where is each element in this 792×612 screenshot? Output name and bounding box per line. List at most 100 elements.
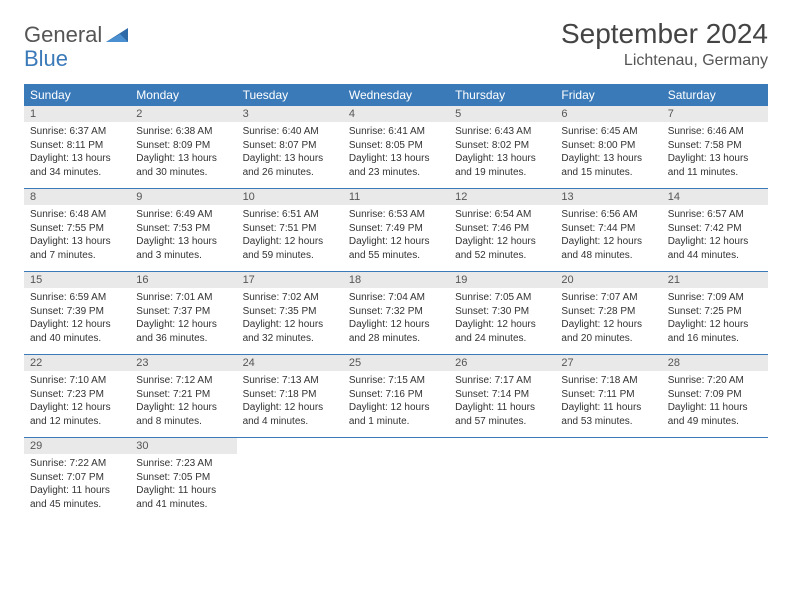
sunrise: Sunrise: 6:40 AM: [243, 125, 337, 139]
daylight: Daylight: 12 hours and 59 minutes.: [243, 235, 337, 262]
sunrise: Sunrise: 6:53 AM: [349, 208, 443, 222]
sunset: Sunset: 7:30 PM: [455, 305, 549, 319]
day-header-thursday: Thursday: [449, 84, 555, 106]
day-cell: 10Sunrise: 6:51 AMSunset: 7:51 PMDayligh…: [237, 189, 343, 271]
daylight: Daylight: 12 hours and 48 minutes.: [561, 235, 655, 262]
day-cell: 26Sunrise: 7:17 AMSunset: 7:14 PMDayligh…: [449, 355, 555, 437]
day-cell: 23Sunrise: 7:12 AMSunset: 7:21 PMDayligh…: [130, 355, 236, 437]
sunrise: Sunrise: 7:23 AM: [136, 457, 230, 471]
sunset: Sunset: 7:44 PM: [561, 222, 655, 236]
day-number: 22: [24, 355, 130, 371]
sunset: Sunset: 8:02 PM: [455, 139, 549, 153]
day-info: Sunrise: 6:46 AMSunset: 7:58 PMDaylight:…: [662, 122, 768, 185]
daylight: Daylight: 13 hours and 7 minutes.: [30, 235, 124, 262]
sunset: Sunset: 7:23 PM: [30, 388, 124, 402]
week-row: 29Sunrise: 7:22 AMSunset: 7:07 PMDayligh…: [24, 438, 768, 520]
day-cell: 8Sunrise: 6:48 AMSunset: 7:55 PMDaylight…: [24, 189, 130, 271]
day-number: 19: [449, 272, 555, 288]
sunset: Sunset: 8:07 PM: [243, 139, 337, 153]
daylight: Daylight: 13 hours and 30 minutes.: [136, 152, 230, 179]
sunrise: Sunrise: 6:41 AM: [349, 125, 443, 139]
day-info: Sunrise: 6:37 AMSunset: 8:11 PMDaylight:…: [24, 122, 130, 185]
day-number: 4: [343, 106, 449, 122]
sunrise: Sunrise: 6:37 AM: [30, 125, 124, 139]
day-number: 21: [662, 272, 768, 288]
day-number: 23: [130, 355, 236, 371]
weeks: 1Sunrise: 6:37 AMSunset: 8:11 PMDaylight…: [24, 106, 768, 520]
daylight: Daylight: 12 hours and 36 minutes.: [136, 318, 230, 345]
sunset: Sunset: 8:05 PM: [349, 139, 443, 153]
sunset: Sunset: 7:49 PM: [349, 222, 443, 236]
day-info: Sunrise: 7:04 AMSunset: 7:32 PMDaylight:…: [343, 288, 449, 351]
sunrise: Sunrise: 6:59 AM: [30, 291, 124, 305]
day-info: Sunrise: 7:23 AMSunset: 7:05 PMDaylight:…: [130, 454, 236, 517]
sunset: Sunset: 7:25 PM: [668, 305, 762, 319]
sunrise: Sunrise: 6:46 AM: [668, 125, 762, 139]
day-info: Sunrise: 6:49 AMSunset: 7:53 PMDaylight:…: [130, 205, 236, 268]
sunset: Sunset: 7:11 PM: [561, 388, 655, 402]
sunrise: Sunrise: 7:17 AM: [455, 374, 549, 388]
sunset: Sunset: 7:32 PM: [349, 305, 443, 319]
day-number: 1: [24, 106, 130, 122]
day-cell: 24Sunrise: 7:13 AMSunset: 7:18 PMDayligh…: [237, 355, 343, 437]
daylight: Daylight: 12 hours and 16 minutes.: [668, 318, 762, 345]
daylight: Daylight: 11 hours and 57 minutes.: [455, 401, 549, 428]
sunrise: Sunrise: 7:12 AM: [136, 374, 230, 388]
day-cell: 17Sunrise: 7:02 AMSunset: 7:35 PMDayligh…: [237, 272, 343, 354]
day-cell: 15Sunrise: 6:59 AMSunset: 7:39 PMDayligh…: [24, 272, 130, 354]
day-header-row: SundayMondayTuesdayWednesdayThursdayFrid…: [24, 84, 768, 106]
sunset: Sunset: 7:58 PM: [668, 139, 762, 153]
daylight: Daylight: 12 hours and 32 minutes.: [243, 318, 337, 345]
day-info: Sunrise: 6:43 AMSunset: 8:02 PMDaylight:…: [449, 122, 555, 185]
day-info: Sunrise: 6:57 AMSunset: 7:42 PMDaylight:…: [662, 205, 768, 268]
day-info: Sunrise: 6:53 AMSunset: 7:49 PMDaylight:…: [343, 205, 449, 268]
day-cell: 13Sunrise: 6:56 AMSunset: 7:44 PMDayligh…: [555, 189, 661, 271]
daylight: Daylight: 12 hours and 8 minutes.: [136, 401, 230, 428]
day-cell: 16Sunrise: 7:01 AMSunset: 7:37 PMDayligh…: [130, 272, 236, 354]
day-number: 14: [662, 189, 768, 205]
day-cell: 18Sunrise: 7:04 AMSunset: 7:32 PMDayligh…: [343, 272, 449, 354]
sunset: Sunset: 7:55 PM: [30, 222, 124, 236]
title-block: September 2024 Lichtenau, Germany: [561, 18, 768, 70]
daylight: Daylight: 11 hours and 41 minutes.: [136, 484, 230, 511]
sunrise: Sunrise: 7:04 AM: [349, 291, 443, 305]
sunrise: Sunrise: 7:22 AM: [30, 457, 124, 471]
sunset: Sunset: 8:11 PM: [30, 139, 124, 153]
day-info: Sunrise: 7:05 AMSunset: 7:30 PMDaylight:…: [449, 288, 555, 351]
day-number: 17: [237, 272, 343, 288]
sunset: Sunset: 8:09 PM: [136, 139, 230, 153]
day-info: Sunrise: 7:17 AMSunset: 7:14 PMDaylight:…: [449, 371, 555, 434]
day-cell: 27Sunrise: 7:18 AMSunset: 7:11 PMDayligh…: [555, 355, 661, 437]
sunrise: Sunrise: 6:51 AM: [243, 208, 337, 222]
day-cell: 30Sunrise: 7:23 AMSunset: 7:05 PMDayligh…: [130, 438, 236, 520]
daylight: Daylight: 11 hours and 53 minutes.: [561, 401, 655, 428]
day-cell: ..: [343, 438, 449, 520]
sunrise: Sunrise: 7:13 AM: [243, 374, 337, 388]
sunrise: Sunrise: 6:54 AM: [455, 208, 549, 222]
sunset: Sunset: 7:39 PM: [30, 305, 124, 319]
day-info: Sunrise: 7:18 AMSunset: 7:11 PMDaylight:…: [555, 371, 661, 434]
day-cell: 2Sunrise: 6:38 AMSunset: 8:09 PMDaylight…: [130, 106, 236, 188]
day-cell: ..: [449, 438, 555, 520]
day-number: 27: [555, 355, 661, 371]
day-number: 7: [662, 106, 768, 122]
day-cell: ..: [555, 438, 661, 520]
sunrise: Sunrise: 7:01 AM: [136, 291, 230, 305]
day-cell: 12Sunrise: 6:54 AMSunset: 7:46 PMDayligh…: [449, 189, 555, 271]
day-number: 20: [555, 272, 661, 288]
day-header-wednesday: Wednesday: [343, 84, 449, 106]
day-cell: 14Sunrise: 6:57 AMSunset: 7:42 PMDayligh…: [662, 189, 768, 271]
day-info: Sunrise: 7:20 AMSunset: 7:09 PMDaylight:…: [662, 371, 768, 434]
sunrise: Sunrise: 7:02 AM: [243, 291, 337, 305]
day-cell: 19Sunrise: 7:05 AMSunset: 7:30 PMDayligh…: [449, 272, 555, 354]
day-number: 25: [343, 355, 449, 371]
day-cell: 22Sunrise: 7:10 AMSunset: 7:23 PMDayligh…: [24, 355, 130, 437]
logo-general: General: [24, 22, 102, 48]
day-header-saturday: Saturday: [662, 84, 768, 106]
sunset: Sunset: 7:14 PM: [455, 388, 549, 402]
day-number: 9: [130, 189, 236, 205]
sunrise: Sunrise: 7:07 AM: [561, 291, 655, 305]
day-info: Sunrise: 6:54 AMSunset: 7:46 PMDaylight:…: [449, 205, 555, 268]
daylight: Daylight: 11 hours and 49 minutes.: [668, 401, 762, 428]
day-info: Sunrise: 7:15 AMSunset: 7:16 PMDaylight:…: [343, 371, 449, 434]
